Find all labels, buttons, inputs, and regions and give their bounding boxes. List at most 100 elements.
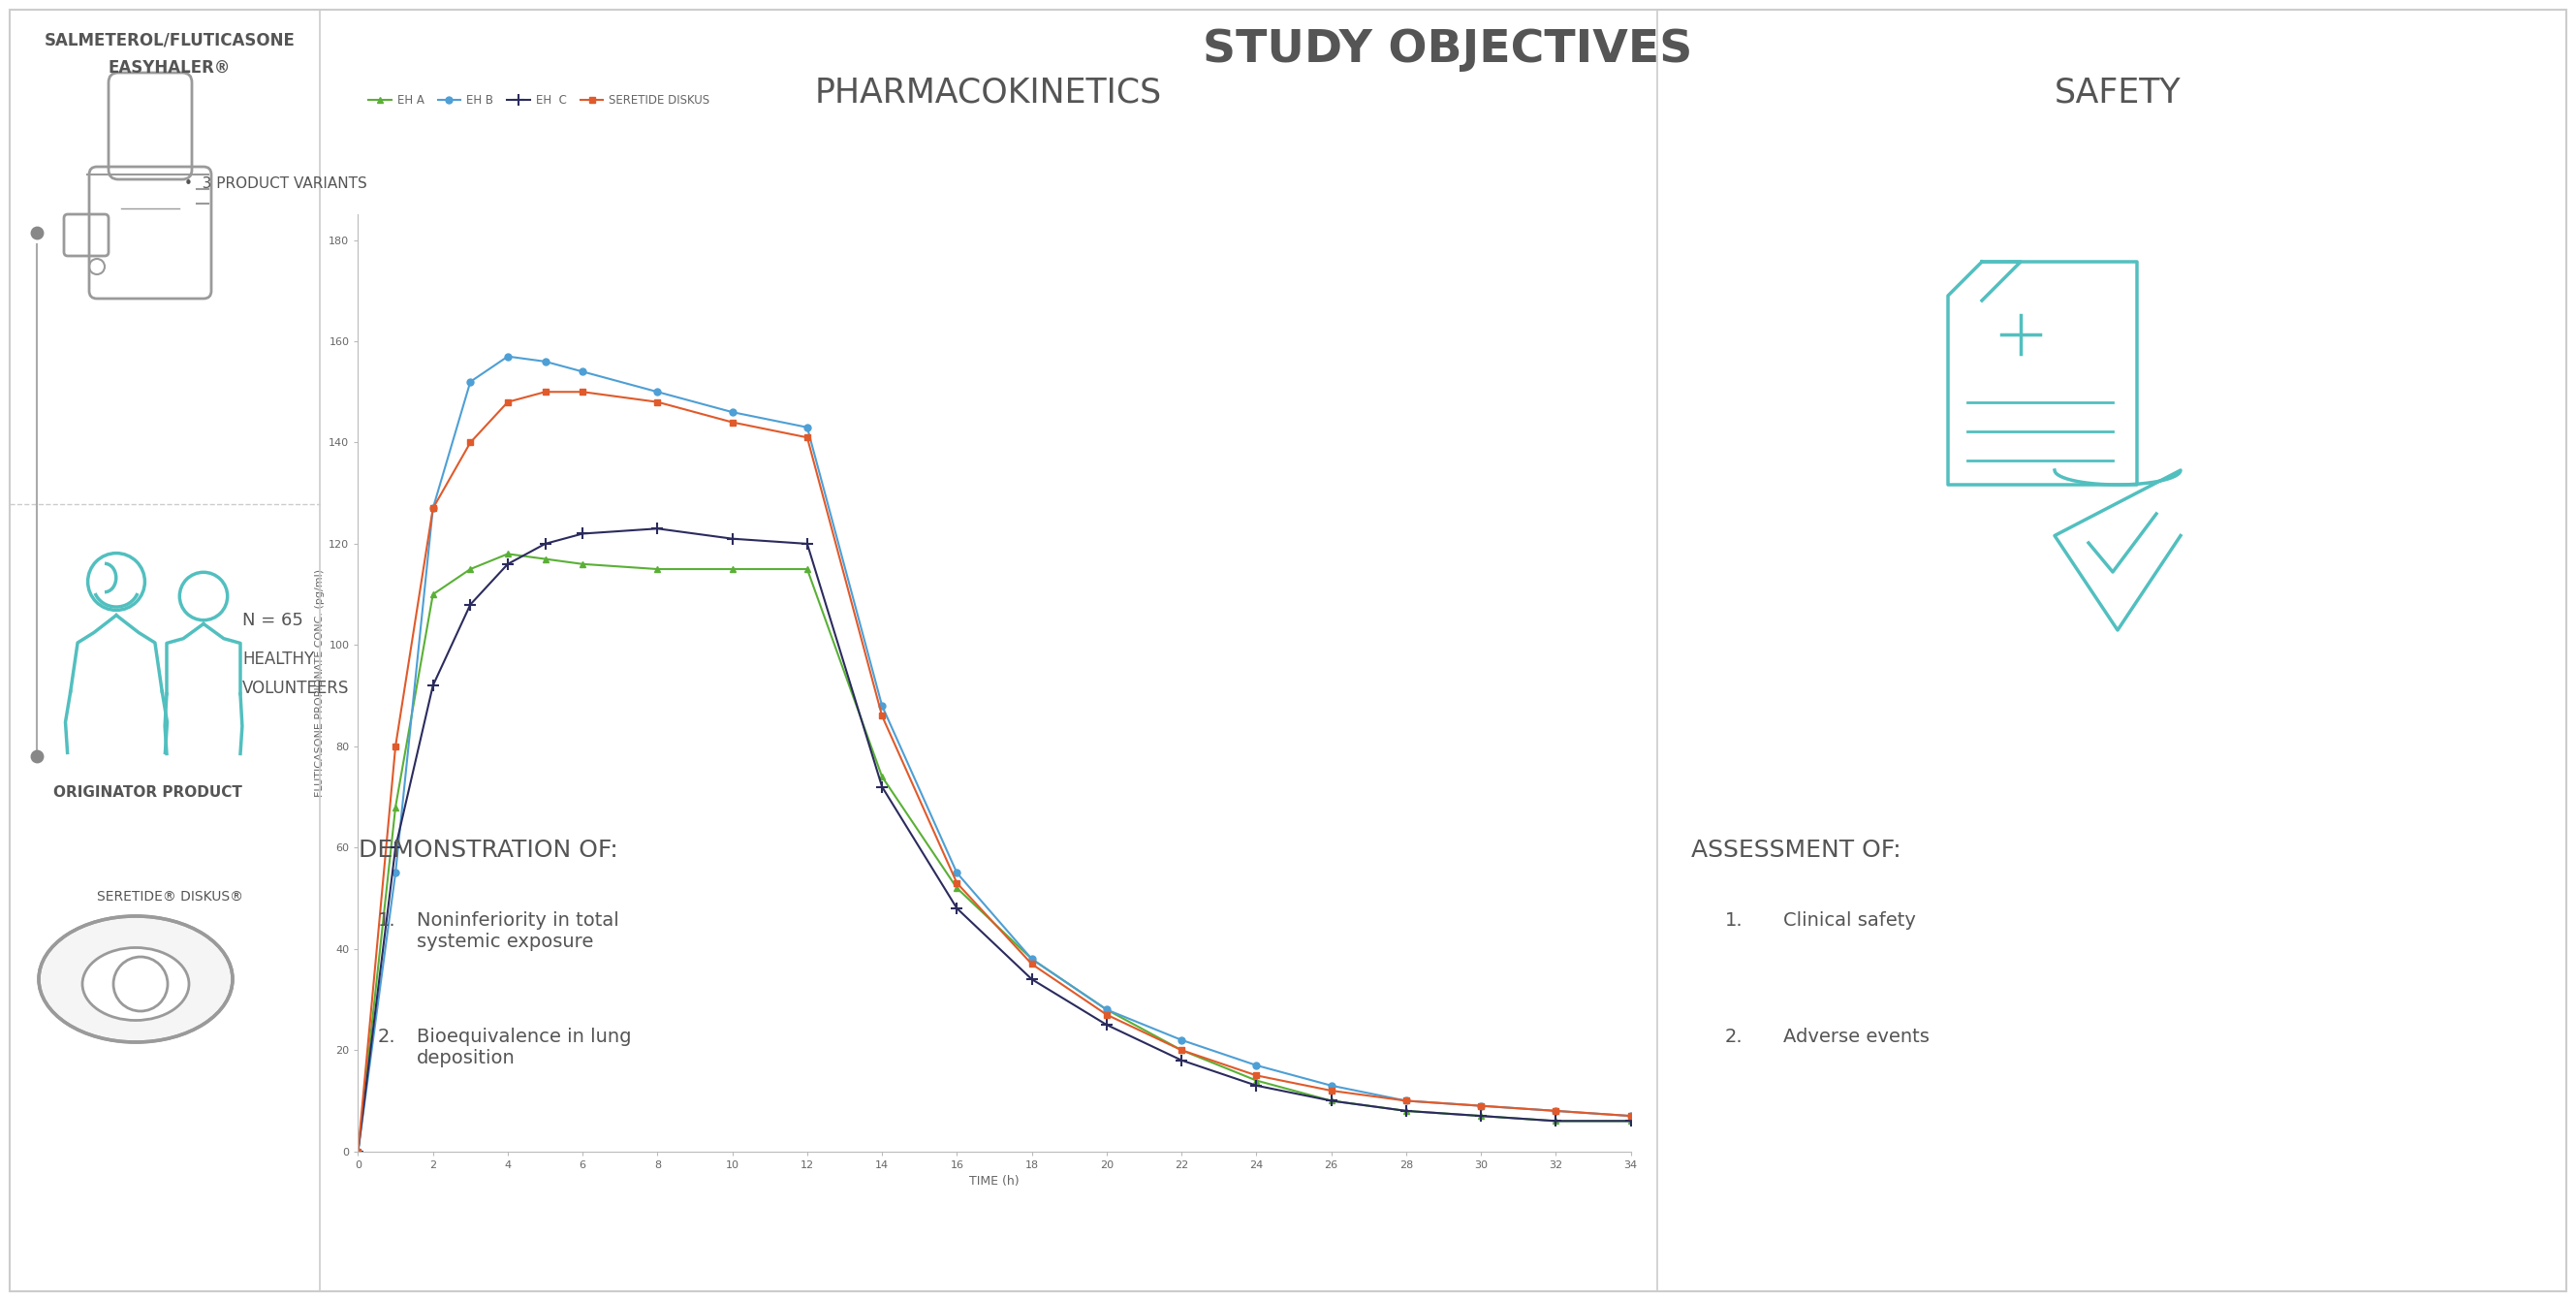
- SERETIDE DISKUS: [641, 394, 672, 410]
- EH B: [1391, 1093, 1422, 1108]
- SERETIDE DISKUS: [1316, 1082, 1347, 1098]
- EH B: [456, 373, 487, 389]
- Text: Clinical safety: Clinical safety: [1783, 911, 1917, 930]
- SERETIDE DISKUS: [417, 501, 448, 516]
- EH  C: [1092, 1017, 1123, 1033]
- EH A: [456, 561, 487, 576]
- EH  C: [531, 536, 562, 552]
- SERETIDE DISKUS: [1092, 1007, 1123, 1023]
- EH B: [417, 501, 448, 516]
- EH B: [567, 364, 598, 380]
- Text: Adverse events: Adverse events: [1783, 1028, 1929, 1046]
- EH A: [1391, 1103, 1422, 1119]
- SERETIDE DISKUS: [940, 876, 971, 891]
- EH B: [866, 699, 896, 714]
- EH  C: [343, 1144, 374, 1159]
- Text: DEMONSTRATION OF:: DEMONSTRATION OF:: [358, 839, 618, 861]
- SERETIDE DISKUS: [492, 394, 523, 410]
- Text: 1.: 1.: [1726, 911, 1744, 930]
- EH  C: [940, 900, 971, 916]
- EH  C: [866, 779, 896, 795]
- EH  C: [381, 839, 412, 855]
- Text: 1.: 1.: [379, 911, 397, 930]
- Line: EH  C: EH C: [353, 523, 1636, 1157]
- EH B: [492, 349, 523, 364]
- EH B: [1466, 1098, 1497, 1114]
- EH A: [1466, 1108, 1497, 1124]
- EH B: [791, 419, 822, 435]
- EH  C: [1316, 1093, 1347, 1108]
- Text: Noninferiority in total
systemic exposure: Noninferiority in total systemic exposur…: [417, 911, 618, 951]
- EH  C: [1391, 1103, 1422, 1119]
- Ellipse shape: [39, 916, 232, 1042]
- EH B: [1167, 1032, 1198, 1047]
- EH  C: [641, 520, 672, 536]
- EH A: [791, 561, 822, 576]
- Legend: EH A, EH B, EH  C, SERETIDE DISKUS: EH A, EH B, EH C, SERETIDE DISKUS: [363, 90, 714, 111]
- EH B: [1540, 1103, 1571, 1119]
- EH A: [417, 587, 448, 602]
- EH B: [381, 865, 412, 881]
- EH  C: [417, 678, 448, 693]
- EH A: [531, 552, 562, 567]
- SERETIDE DISKUS: [1466, 1098, 1497, 1114]
- EH A: [1167, 1042, 1198, 1058]
- EH  C: [1242, 1077, 1273, 1093]
- Text: PHARMACOKINETICS: PHARMACOKINETICS: [814, 75, 1162, 108]
- SERETIDE DISKUS: [1167, 1042, 1198, 1058]
- EH B: [1242, 1058, 1273, 1073]
- Text: Bioequivalence in lung
deposition: Bioequivalence in lung deposition: [417, 1028, 631, 1067]
- EH  C: [1018, 972, 1048, 987]
- EH B: [1615, 1108, 1646, 1124]
- SERETIDE DISKUS: [567, 384, 598, 399]
- Text: HEALTHY: HEALTHY: [242, 650, 314, 667]
- EH  C: [791, 536, 822, 552]
- Text: •  3 PRODUCT VARIANTS: • 3 PRODUCT VARIANTS: [183, 177, 366, 191]
- Text: 2.: 2.: [1726, 1028, 1744, 1046]
- EH B: [343, 1144, 374, 1159]
- Text: ORIGINATOR PRODUCT: ORIGINATOR PRODUCT: [54, 786, 242, 800]
- EH A: [381, 799, 412, 814]
- SERETIDE DISKUS: [1018, 956, 1048, 972]
- Y-axis label: FLUTICASONE PROPIONATE CONC. (pg/ml): FLUTICASONE PROPIONATE CONC. (pg/ml): [314, 569, 325, 798]
- SERETIDE DISKUS: [381, 739, 412, 755]
- EH B: [1018, 951, 1048, 967]
- EH  C: [567, 526, 598, 541]
- EH A: [1242, 1073, 1273, 1089]
- EH B: [940, 865, 971, 881]
- Text: STUDY OBJECTIVES: STUDY OBJECTIVES: [1203, 29, 1692, 73]
- EH B: [1092, 1002, 1123, 1017]
- EH A: [1615, 1114, 1646, 1129]
- Circle shape: [113, 956, 167, 1011]
- EH A: [866, 769, 896, 785]
- SERETIDE DISKUS: [531, 384, 562, 399]
- Text: SERETIDE® DISKUS®: SERETIDE® DISKUS®: [95, 890, 242, 903]
- EH  C: [1540, 1114, 1571, 1129]
- SERETIDE DISKUS: [1242, 1068, 1273, 1084]
- Line: EH B: EH B: [355, 353, 1633, 1155]
- Line: EH A: EH A: [355, 550, 1633, 1155]
- EH A: [1540, 1114, 1571, 1129]
- EH A: [641, 561, 672, 576]
- EH A: [1092, 1002, 1123, 1017]
- EH  C: [456, 597, 487, 613]
- SERETIDE DISKUS: [1540, 1103, 1571, 1119]
- SERETIDE DISKUS: [456, 435, 487, 450]
- Text: 2.: 2.: [379, 1028, 397, 1046]
- EH A: [1018, 951, 1048, 967]
- Text: EASYHALER®: EASYHALER®: [108, 59, 232, 77]
- EH  C: [1167, 1053, 1198, 1068]
- EH A: [1316, 1093, 1347, 1108]
- EH B: [641, 384, 672, 399]
- Text: ASSESSMENT OF:: ASSESSMENT OF:: [1692, 839, 1901, 861]
- Ellipse shape: [82, 947, 188, 1020]
- SERETIDE DISKUS: [791, 429, 822, 445]
- Line: SERETIDE DISKUS: SERETIDE DISKUS: [355, 389, 1633, 1155]
- Text: N = 65: N = 65: [242, 611, 304, 630]
- SERETIDE DISKUS: [1391, 1093, 1422, 1108]
- SERETIDE DISKUS: [866, 708, 896, 723]
- EH B: [531, 354, 562, 369]
- Text: SAFETY: SAFETY: [2053, 75, 2182, 108]
- EH A: [940, 881, 971, 896]
- EH A: [567, 557, 598, 572]
